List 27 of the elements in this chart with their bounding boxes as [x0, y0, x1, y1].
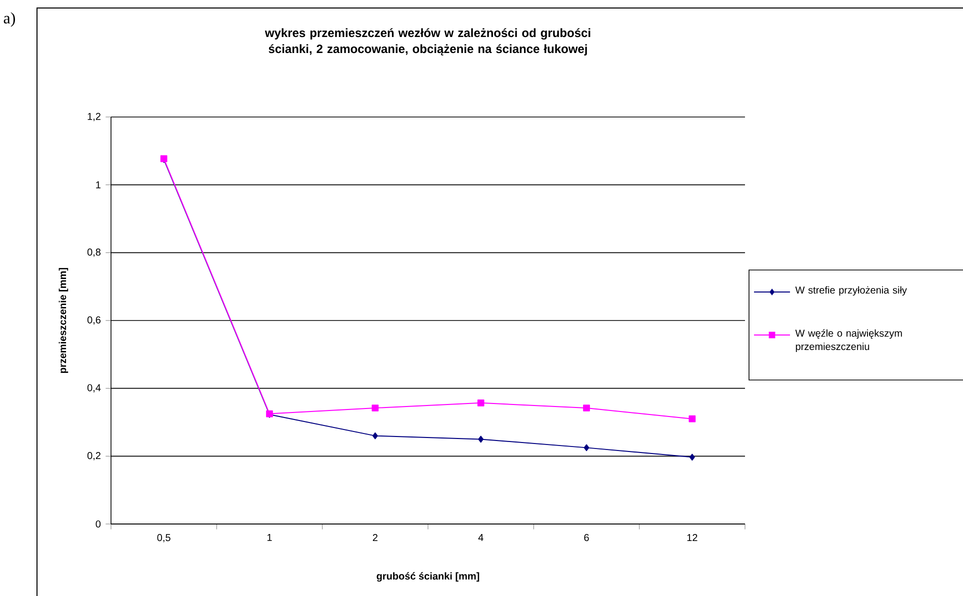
text: a) [4, 12, 15, 27]
x-tick-label: 1 [267, 534, 272, 541]
x-tick-label: 6 [584, 534, 589, 542]
y-tick-label: 1,2 [88, 112, 100, 122]
x-axis-title: grubość ścianki [mm] [376, 572, 480, 582]
point [688, 415, 696, 422]
legend-label: W strefie przyłożenia siły [795, 286, 907, 296]
x-tick-label: 4 [478, 534, 484, 541]
y-tick-label: 0,8 [87, 248, 101, 257]
point [372, 404, 379, 412]
legend-label: W węźle o największym przemieszczeniu [795, 329, 902, 352]
point [689, 454, 695, 461]
point [477, 399, 484, 406]
point [584, 444, 590, 452]
chart-title: wykres przemieszczeń wezłów w zależności od grubości ścianki, 2 zamocowanie, obciążenie na ściance łukowej [264, 28, 590, 56]
y-tick-label: 0,6 [87, 316, 101, 325]
y-tick-label: 1 [96, 181, 100, 188]
x-tick-label: 12 [687, 534, 698, 542]
point [372, 432, 378, 440]
y-tick-label: 0 [96, 520, 101, 528]
x-tick-label: 0,5 [157, 534, 170, 542]
x-tick-label: 2 [372, 534, 378, 542]
y-axis-title: przemieszczenie [mm] [58, 268, 68, 373]
point [478, 436, 484, 443]
y-tick-label: 0,2 [87, 452, 100, 460]
y-tick-label: 0,4 [87, 384, 101, 392]
point [583, 404, 590, 412]
